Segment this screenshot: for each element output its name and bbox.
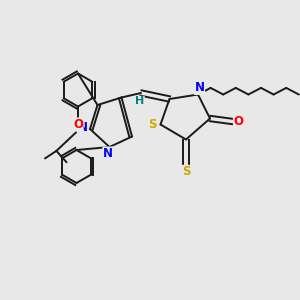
Text: N: N — [77, 121, 88, 134]
Text: N: N — [103, 147, 113, 160]
Text: S: S — [182, 165, 190, 178]
Text: O: O — [73, 118, 83, 131]
Text: H: H — [135, 96, 144, 106]
Text: O: O — [233, 115, 244, 128]
Text: N: N — [194, 81, 205, 94]
Text: S: S — [148, 118, 156, 131]
